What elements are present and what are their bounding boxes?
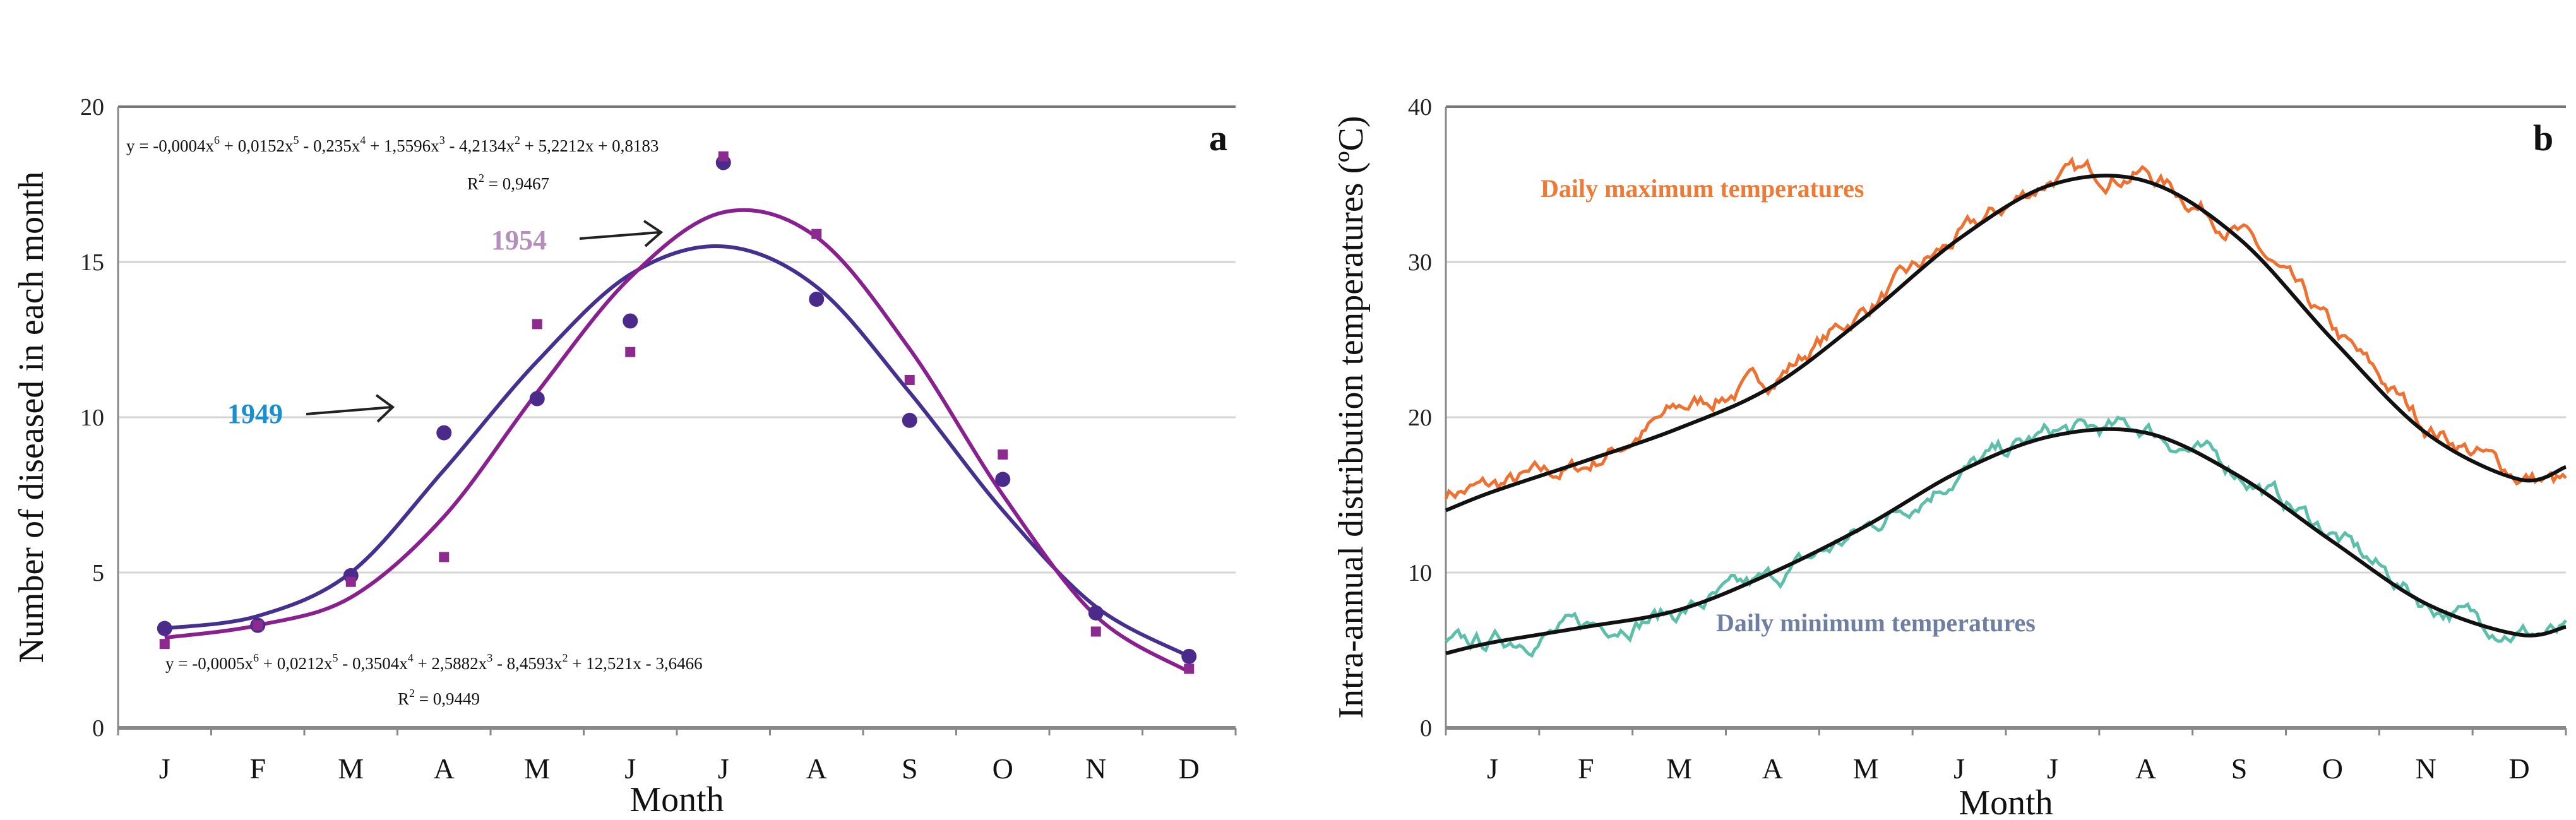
b-month-label: S <box>2231 752 2248 785</box>
a-month-label: J <box>718 752 729 785</box>
observed-line-max <box>1444 156 2567 500</box>
data-point-1954 <box>159 639 170 650</box>
a-fit-curves <box>164 208 1190 674</box>
b-y-tick-label: 0 <box>1420 715 1432 742</box>
a-y-tick-labels: 0 5 10 15 20 <box>80 94 104 742</box>
a-equation-1949: y = -0,0004x6 + 0,0152x5 - 0,235x4 + 1,5… <box>126 134 659 155</box>
fit-line-min <box>1445 427 2567 655</box>
data-point-1949 <box>436 425 452 441</box>
panel-b: 0 10 20 30 40 J F M A M J J A S O N D Intra-annual dist… <box>1332 94 2567 820</box>
data-point-1949 <box>529 391 545 407</box>
a-month-label: M <box>524 752 550 785</box>
a-month-label: F <box>249 752 266 785</box>
a-data-points <box>157 151 1197 674</box>
a-month-label: A <box>806 752 827 785</box>
a-gridlines <box>117 105 1237 735</box>
b-series-lines <box>1444 156 2567 658</box>
a-month-label: D <box>1179 752 1200 785</box>
a-y-tick-label: 10 <box>80 405 104 431</box>
label-daily-minimum: Daily minimum temperatures <box>1716 609 2036 637</box>
a-r2-1949: R2 = 0,9467 <box>467 172 549 193</box>
b-y-tick-label: 40 <box>1408 94 1432 121</box>
b-y-tick-labels: 0 10 20 30 40 <box>1408 94 1432 742</box>
a-month-label: S <box>902 752 918 785</box>
b-panel-label: b <box>2533 117 2553 158</box>
b-month-label: F <box>1578 752 1594 785</box>
label-daily-maximum: Daily maximum temperatures <box>1541 174 1864 203</box>
data-point-1954 <box>253 620 263 631</box>
fit-line-max <box>1445 174 2567 513</box>
a-y-axis-title: Number of diseased in each month <box>12 171 51 663</box>
legend-label-1954: 1954 <box>491 225 547 256</box>
b-month-label: A <box>2135 752 2156 785</box>
a-month-label: O <box>993 752 1013 785</box>
fit-curve-1949 <box>164 244 1190 658</box>
b-month-label: O <box>2322 752 2343 785</box>
a-y-tick-label: 5 <box>92 560 104 586</box>
data-point-1954 <box>718 151 729 162</box>
a-month-label: M <box>338 752 364 785</box>
a-panel-label: a <box>1209 117 1227 158</box>
b-month-label: J <box>1487 752 1498 785</box>
a-month-label: J <box>624 752 636 785</box>
b-gridlines <box>1445 105 2567 735</box>
data-point-1954 <box>439 552 450 562</box>
a-y-tick-label: 20 <box>80 94 104 121</box>
b-month-label: J <box>1953 752 1965 785</box>
b-x-axis-title: Month <box>1959 783 2053 820</box>
a-month-label: J <box>159 752 170 785</box>
b-month-label: M <box>1853 752 1879 785</box>
a-month-label: N <box>1085 752 1106 785</box>
b-y-tick-label: 20 <box>1408 405 1432 431</box>
panel-a: 0 5 10 15 20 J F M A M J J A S O N D Number of diseased… <box>12 94 1237 819</box>
a-r2-1954: R2 = 0,9449 <box>398 687 480 708</box>
b-month-label: N <box>2416 752 2436 785</box>
b-y-axis-title: Intra-annual distribution temperatures (… <box>1332 116 1371 718</box>
data-point-1954 <box>625 347 636 357</box>
b-y-tick-label: 30 <box>1408 249 1432 276</box>
observed-line-min <box>1445 415 2567 658</box>
data-point-1949 <box>623 313 638 329</box>
a-month-label: A <box>434 752 455 785</box>
b-month-label: D <box>2508 752 2529 785</box>
data-point-1949 <box>809 292 825 307</box>
data-point-1954 <box>998 449 1008 460</box>
b-month-label: A <box>1762 752 1783 785</box>
data-point-1954 <box>904 374 915 385</box>
data-point-1949 <box>902 412 917 428</box>
legend-label-1949: 1949 <box>227 398 283 429</box>
data-point-1954 <box>1090 626 1101 637</box>
data-point-1954 <box>811 229 822 239</box>
arrow-1954 <box>579 220 664 247</box>
a-x-axis-title: Month <box>629 780 724 819</box>
a-y-tick-label: 15 <box>80 249 104 276</box>
a-equation-1954: y = -0,0005x6 + 0,0212x5 - 0,3504x4 + 2,… <box>165 651 703 673</box>
fit-curve-1954 <box>164 208 1190 674</box>
b-month-label: M <box>1666 752 1692 785</box>
data-point-1949 <box>1181 648 1197 664</box>
data-point-1954 <box>1184 663 1195 674</box>
a-y-tick-label: 0 <box>92 715 104 742</box>
data-point-1954 <box>345 576 356 587</box>
data-point-1949 <box>1088 605 1104 621</box>
arrow-1949 <box>306 394 395 423</box>
data-point-1949 <box>995 472 1011 487</box>
data-point-1949 <box>157 621 172 636</box>
b-month-label: J <box>2047 752 2058 785</box>
data-point-1954 <box>532 319 542 330</box>
b-y-tick-label: 10 <box>1408 560 1432 586</box>
